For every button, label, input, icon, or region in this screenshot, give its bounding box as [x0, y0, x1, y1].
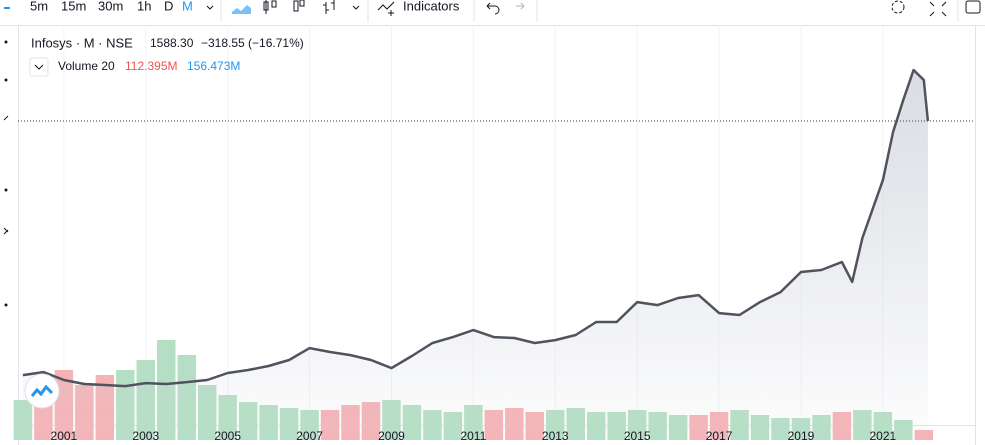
- x-tick-label: 2021: [870, 429, 897, 443]
- interval-dropdown[interactable]: [206, 5, 214, 10]
- x-tick-label: 2001: [51, 429, 78, 443]
- snapshot-icon[interactable]: [965, 0, 981, 14]
- tool-icon[interactable]: [4, 40, 8, 44]
- settings-icon[interactable]: [891, 0, 905, 14]
- dropdown-icon[interactable]: [352, 5, 360, 10]
- volume-ma: 156.473M: [187, 59, 240, 73]
- last-price: 1588.30: [150, 36, 194, 50]
- tool-icon[interactable]: [4, 188, 8, 192]
- collapse-button[interactable]: [29, 57, 49, 77]
- price-area: [22, 70, 928, 440]
- symbol: Infosys · M · NSE: [31, 35, 133, 50]
- indicators-icon[interactable]: [377, 1, 395, 16]
- interval-button[interactable]: 1h: [137, 0, 151, 13]
- x-tick-label: 2009: [378, 429, 405, 443]
- bar-icon[interactable]: [323, 0, 335, 14]
- x-tick-label: 2019: [788, 429, 815, 443]
- x-tick-label: 2007: [296, 429, 323, 443]
- x-tick-label: 2017: [706, 429, 733, 443]
- volume-value: 112.395M: [125, 59, 177, 73]
- logo[interactable]: [24, 373, 60, 409]
- interval-button[interactable]: M: [182, 0, 193, 13]
- chevron: [34, 64, 44, 70]
- candle-icon[interactable]: [263, 0, 277, 14]
- tool-icon[interactable]: [3, 115, 9, 121]
- price-line: [22, 68, 930, 388]
- undo-icon[interactable]: [486, 2, 500, 15]
- legend: Infosys · M · NSE 1588.30 −318.55 (−16.7…: [29, 35, 304, 77]
- interval-button[interactable]: 15m: [61, 0, 86, 13]
- x-tick-label: 2015: [624, 429, 651, 443]
- tool-icon[interactable]: [3, 227, 9, 235]
- plot: [13, 25, 975, 440]
- interval-list: 5m 15m 30m 1h D M: [30, 0, 214, 13]
- interval-button[interactable]: D: [164, 0, 173, 13]
- tool-icon[interactable]: [4, 78, 8, 82]
- x-tick-label: 2005: [214, 429, 241, 443]
- area-icon[interactable]: [232, 5, 251, 14]
- price-change: −318.55 (−16.71%): [201, 36, 304, 50]
- x-tick-label: 2013: [542, 429, 569, 443]
- interval-button[interactable]: 30m: [98, 0, 123, 13]
- indicators-button[interactable]: Indicators: [403, 0, 460, 13]
- toolbar: Indicators: [0, 0, 985, 26]
- hollow-icon[interactable]: [293, 0, 305, 12]
- volume-title: Volume 20: [58, 59, 115, 73]
- redo-icon[interactable]: [516, 2, 525, 10]
- interval-button[interactable]: 5m: [30, 0, 48, 13]
- x-tick-label: 2003: [132, 429, 159, 443]
- fullscreen-icon[interactable]: [929, 1, 947, 17]
- tool-icon[interactable]: [4, 303, 8, 307]
- x-tick-label: 2011: [460, 429, 486, 443]
- logo-mark: [30, 384, 54, 397]
